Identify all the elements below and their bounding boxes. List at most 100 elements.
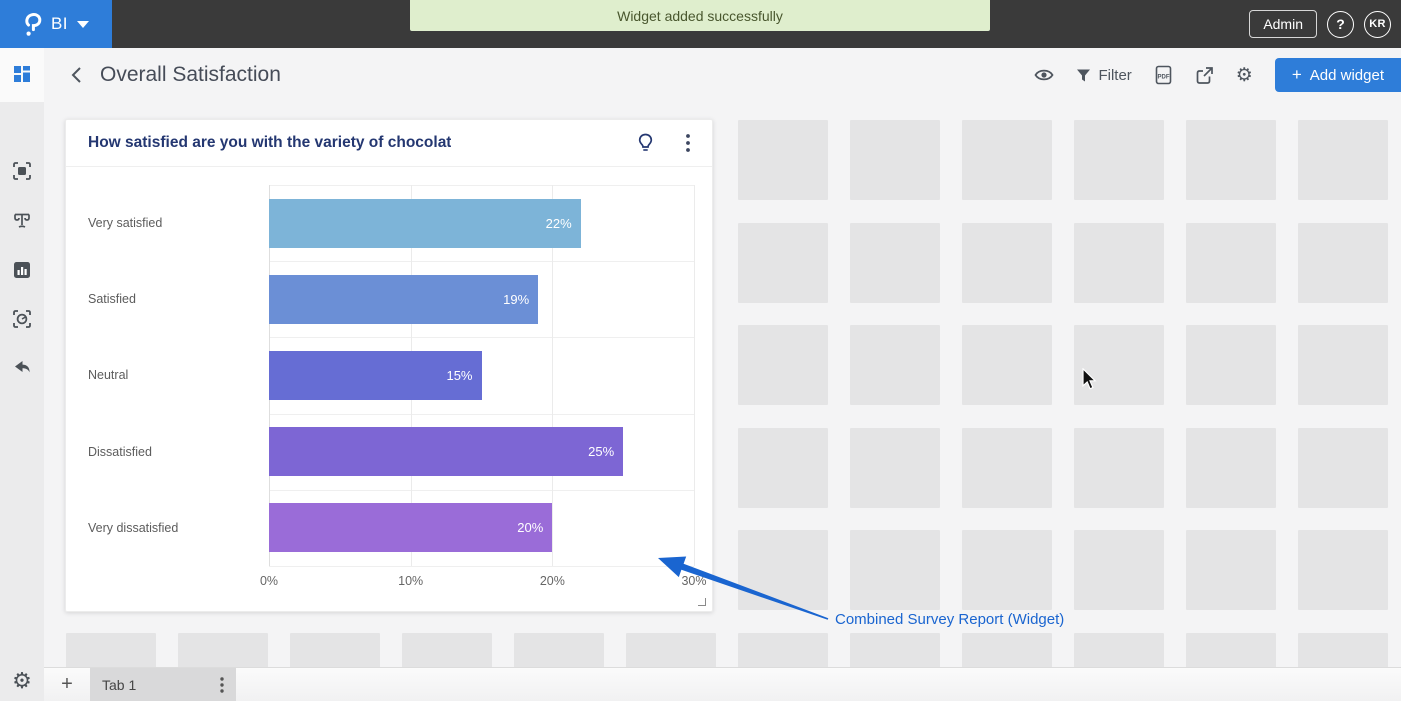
app-logo-menu[interactable]: BI: [0, 0, 112, 48]
gridline: [694, 185, 695, 566]
grid-placeholder: [1074, 633, 1164, 667]
x-tick-label: 10%: [398, 574, 424, 588]
x-tick-label: 0%: [259, 574, 279, 588]
tab-label: Tab 1: [102, 676, 137, 693]
tab-menu-button[interactable]: [220, 676, 224, 693]
category-label: Neutral: [88, 368, 129, 383]
dashboard-canvas: How satisfied are you with the variety o…: [44, 102, 1401, 667]
chart-bar[interactable]: 19%: [269, 274, 539, 324]
grid-placeholder: [738, 325, 828, 406]
sidebar-item-pulse[interactable]: [12, 210, 32, 230]
category-label: Very satisfied: [88, 216, 163, 231]
view-mode-button[interactable]: [1034, 68, 1054, 82]
filter-funnel-icon: [1077, 69, 1091, 81]
grid-placeholder: [1298, 120, 1388, 200]
x-tick-label: 30%: [681, 574, 707, 588]
undo-arrow-icon: [15, 361, 30, 373]
bar-value-label: 25%: [588, 444, 615, 460]
avatar[interactable]: KR: [1364, 10, 1391, 38]
gridline: [269, 261, 694, 263]
grid-placeholder: [962, 120, 1052, 200]
chart-bar[interactable]: 15%: [269, 351, 482, 400]
grid-placeholder: [738, 530, 828, 611]
gridline: [269, 337, 694, 339]
settings-gear-icon: ⚙: [12, 668, 32, 693]
grid-placeholder: [738, 427, 828, 508]
insights-button[interactable]: [638, 133, 653, 154]
sidebar-item-data[interactable]: [12, 161, 32, 181]
sidebar-item-widgets[interactable]: [12, 309, 32, 329]
gridline: [269, 185, 694, 186]
chevron-left-icon: [71, 67, 81, 83]
filter-button[interactable]: Filter: [1076, 66, 1132, 84]
toast-message: Widget added successfully: [617, 7, 783, 24]
avatar-initials: KR: [1369, 18, 1386, 30]
chart-bar[interactable]: 20%: [269, 503, 553, 553]
sidebar-item-back[interactable]: [12, 357, 32, 377]
grid-placeholder: [850, 325, 940, 406]
pdf-icon: PDF: [1155, 65, 1172, 85]
dashboard-grid-icon: [14, 66, 30, 82]
filter-label: Filter: [1098, 66, 1132, 84]
plus-icon: +: [1291, 65, 1302, 84]
gear-icon: ⚙: [1235, 64, 1253, 86]
grid-placeholder: [850, 633, 940, 667]
export-pdf-button[interactable]: PDF: [1154, 65, 1173, 85]
share-button[interactable]: [1195, 66, 1214, 85]
sidebar-item-analytics[interactable]: [12, 260, 32, 280]
grid-placeholder: [1074, 222, 1164, 303]
category-label: Very dissatisfied: [88, 520, 179, 535]
grid-placeholder: [738, 633, 828, 667]
grid-placeholder: [1298, 633, 1388, 667]
grid-placeholder: [850, 427, 940, 508]
chevron-down-icon: [77, 20, 90, 28]
help-button[interactable]: ?: [1327, 10, 1354, 38]
grid-placeholder: [962, 530, 1052, 611]
grid-placeholder: [850, 530, 940, 611]
topbar-right-group: Admin ? KR: [1249, 0, 1391, 48]
grid-placeholder: [738, 120, 828, 200]
data-frame-icon: [13, 162, 31, 180]
grid-placeholder: [402, 633, 492, 667]
grid-placeholder: [1298, 325, 1388, 406]
grid-placeholder: [1298, 222, 1388, 303]
widget-resize-handle[interactable]: [698, 598, 706, 606]
kebab-menu-icon: [686, 134, 690, 152]
admin-button[interactable]: Admin: [1249, 10, 1317, 38]
bar-chart: 22% 19% 15% 25% 20% Very satisfied Satisfied N…: [66, 167, 712, 611]
header-actions: Filter PDF ⚙ + Add widget: [1034, 48, 1401, 102]
grid-placeholder: [1186, 222, 1276, 303]
grid-placeholder: [1186, 120, 1276, 200]
dashboard-settings-button[interactable]: ⚙: [1236, 66, 1253, 85]
sidebar-settings-button[interactable]: ⚙: [9, 668, 35, 694]
chart-bar[interactable]: 25%: [269, 427, 624, 477]
chart-plot-area: 22% 19% 15% 25% 20%: [269, 185, 695, 567]
grid-placeholder: [290, 633, 380, 667]
chart-bar[interactable]: 22%: [269, 198, 581, 248]
add-widget-button[interactable]: + Add widget: [1274, 58, 1401, 92]
grid-placeholder: [1074, 427, 1164, 508]
tab-1[interactable]: Tab 1: [90, 668, 236, 701]
left-sidebar: ⚙: [0, 48, 44, 701]
widget-menu-button[interactable]: [686, 134, 690, 152]
help-icon: ?: [1336, 16, 1345, 32]
eye-icon: [1034, 69, 1054, 81]
add-tab-button[interactable]: +: [44, 668, 90, 701]
grid-placeholder: [962, 325, 1052, 406]
annotation-label: Combined Survey Report (Widget): [835, 611, 1065, 628]
bar-value-label: 15%: [446, 368, 473, 383]
survey-widget[interactable]: How satisfied are you with the variety o…: [65, 119, 713, 612]
widget-titlebar: How satisfied are you with the variety o…: [66, 120, 712, 167]
back-button[interactable]: [70, 65, 88, 85]
grid-placeholder: [962, 427, 1052, 508]
grid-placeholder: [850, 120, 940, 200]
logo-text: BI: [50, 14, 69, 33]
bar-value-label: 20%: [517, 520, 544, 536]
add-widget-label: Add widget: [1309, 66, 1384, 84]
svg-text:PDF: PDF: [1157, 75, 1169, 81]
sidebar-item-dashboards[interactable]: [12, 64, 32, 84]
share-export-icon: [1196, 66, 1213, 84]
category-label: Satisfied: [88, 292, 136, 307]
grid-placeholder: [1298, 427, 1388, 508]
